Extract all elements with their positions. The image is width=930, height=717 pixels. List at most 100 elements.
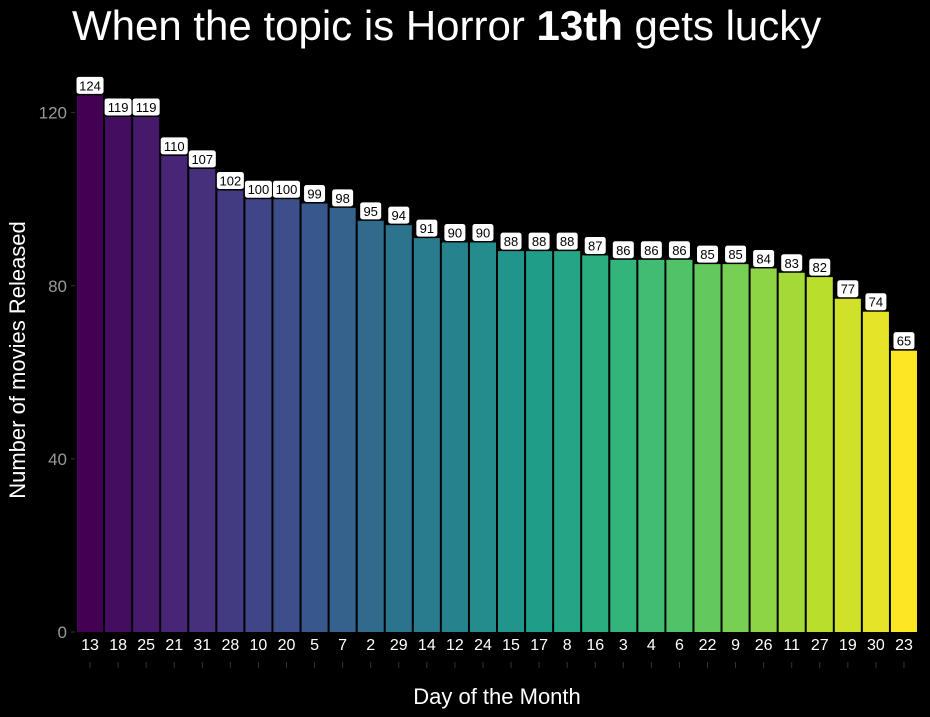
x-tick-label: 17	[530, 637, 548, 654]
data-label: 119	[108, 100, 129, 115]
title-bold: 13th	[536, 2, 623, 49]
data-label: 86	[672, 243, 686, 258]
data-label: 86	[644, 243, 658, 258]
bar	[582, 255, 609, 632]
bar	[862, 311, 889, 632]
data-label-box	[499, 231, 523, 251]
bar	[441, 242, 468, 632]
data-label: 82	[813, 260, 827, 275]
y-tick-label: 40	[48, 450, 67, 469]
bar	[834, 298, 861, 632]
x-tick-label: 29	[390, 637, 408, 654]
bar	[413, 238, 440, 632]
x-tick-label: 12	[446, 637, 464, 654]
bar	[301, 203, 328, 632]
data-label: 85	[700, 247, 714, 262]
data-label: 86	[616, 243, 630, 258]
x-tick-label: 15	[502, 637, 520, 654]
data-label-box	[359, 201, 383, 221]
data-label: 74	[869, 295, 883, 310]
data-label-box	[159, 136, 189, 156]
data-label-box	[667, 240, 691, 260]
data-label-box	[724, 244, 748, 264]
bar	[890, 350, 917, 632]
data-label: 110	[164, 139, 185, 154]
data-label: 124	[79, 78, 101, 93]
bar	[750, 268, 777, 632]
x-tick-label: 31	[193, 637, 211, 654]
data-label-box	[780, 253, 804, 273]
bar	[245, 199, 272, 632]
data-label: 90	[476, 225, 490, 240]
data-label: 85	[728, 247, 742, 262]
bar	[161, 155, 188, 632]
x-tick-label: 16	[586, 637, 604, 654]
x-axis-label: Day of the Month	[413, 684, 581, 709]
bar	[554, 251, 581, 632]
x-tick-label: 8	[563, 637, 572, 654]
x-tick-label: 10	[250, 637, 268, 654]
data-label-box	[639, 240, 663, 260]
x-tick-label: 28	[221, 637, 239, 654]
x-tick-label: 24	[474, 637, 492, 654]
bar	[357, 220, 384, 632]
data-label-box	[387, 205, 411, 225]
x-tick-label: 9	[731, 637, 740, 654]
x-tick-label: 11	[783, 637, 800, 654]
x-tick-label: 22	[699, 637, 717, 654]
data-label: 99	[307, 187, 321, 202]
bar	[694, 264, 721, 632]
bar	[77, 95, 104, 632]
y-tick-label: 0	[58, 623, 67, 642]
bar	[385, 225, 412, 632]
data-label-box	[527, 231, 551, 251]
data-label: 119	[136, 100, 157, 115]
bar	[778, 272, 805, 632]
data-label-box	[752, 248, 776, 268]
bar	[638, 259, 665, 632]
data-label-box	[471, 222, 495, 242]
data-label-box	[415, 218, 439, 238]
data-label: 65	[897, 334, 911, 349]
data-label: 84	[756, 251, 770, 266]
data-label-box	[696, 244, 719, 264]
bar	[806, 277, 833, 632]
bar	[133, 116, 160, 632]
data-label-box	[215, 171, 245, 191]
data-label-box	[443, 222, 467, 242]
data-label: 98	[335, 191, 349, 206]
data-label-box	[331, 188, 355, 208]
x-tick-label: 30	[867, 637, 885, 654]
data-label: 94	[392, 208, 406, 223]
data-label-box	[187, 149, 217, 169]
x-tick-label: 19	[839, 637, 857, 654]
x-tick-label: 23	[895, 637, 913, 654]
data-label: 88	[560, 234, 574, 249]
x-tick-label: 5	[310, 637, 319, 654]
bar	[722, 264, 749, 632]
data-label-box	[75, 75, 105, 95]
data-label: 88	[532, 234, 546, 249]
data-label-box	[583, 235, 607, 255]
bar	[498, 251, 525, 632]
x-tick-label: 13	[81, 637, 99, 654]
data-label-box	[303, 184, 327, 204]
bar	[610, 259, 637, 632]
x-tick-label: 18	[109, 637, 127, 654]
data-label-box	[864, 292, 888, 312]
y-tick-label: 120	[39, 104, 67, 123]
data-label: 88	[504, 234, 518, 249]
bar	[217, 190, 244, 632]
x-tick-label: 20	[278, 637, 296, 654]
data-label-box	[611, 240, 635, 260]
bar	[469, 242, 496, 632]
data-label: 77	[841, 282, 855, 297]
data-label-box	[555, 231, 579, 251]
x-tick-label: 25	[137, 637, 155, 654]
data-label: 102	[220, 174, 242, 189]
x-tick-label: 26	[755, 637, 773, 654]
bar	[526, 251, 553, 632]
bar	[273, 199, 300, 632]
